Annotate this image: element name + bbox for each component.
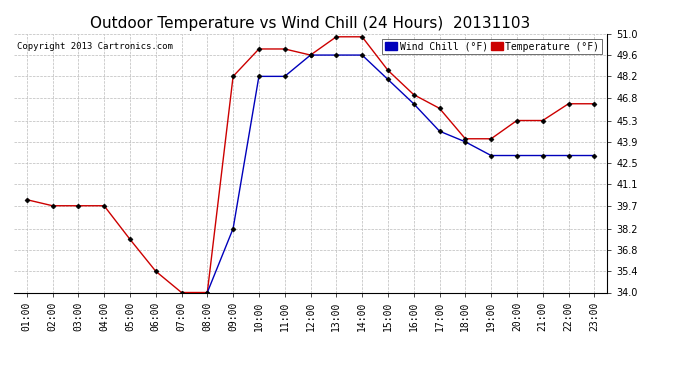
- Text: Copyright 2013 Cartronics.com: Copyright 2013 Cartronics.com: [17, 42, 172, 51]
- Title: Outdoor Temperature vs Wind Chill (24 Hours)  20131103: Outdoor Temperature vs Wind Chill (24 Ho…: [90, 16, 531, 31]
- Legend: Wind Chill (°F), Temperature (°F): Wind Chill (°F), Temperature (°F): [382, 39, 602, 54]
